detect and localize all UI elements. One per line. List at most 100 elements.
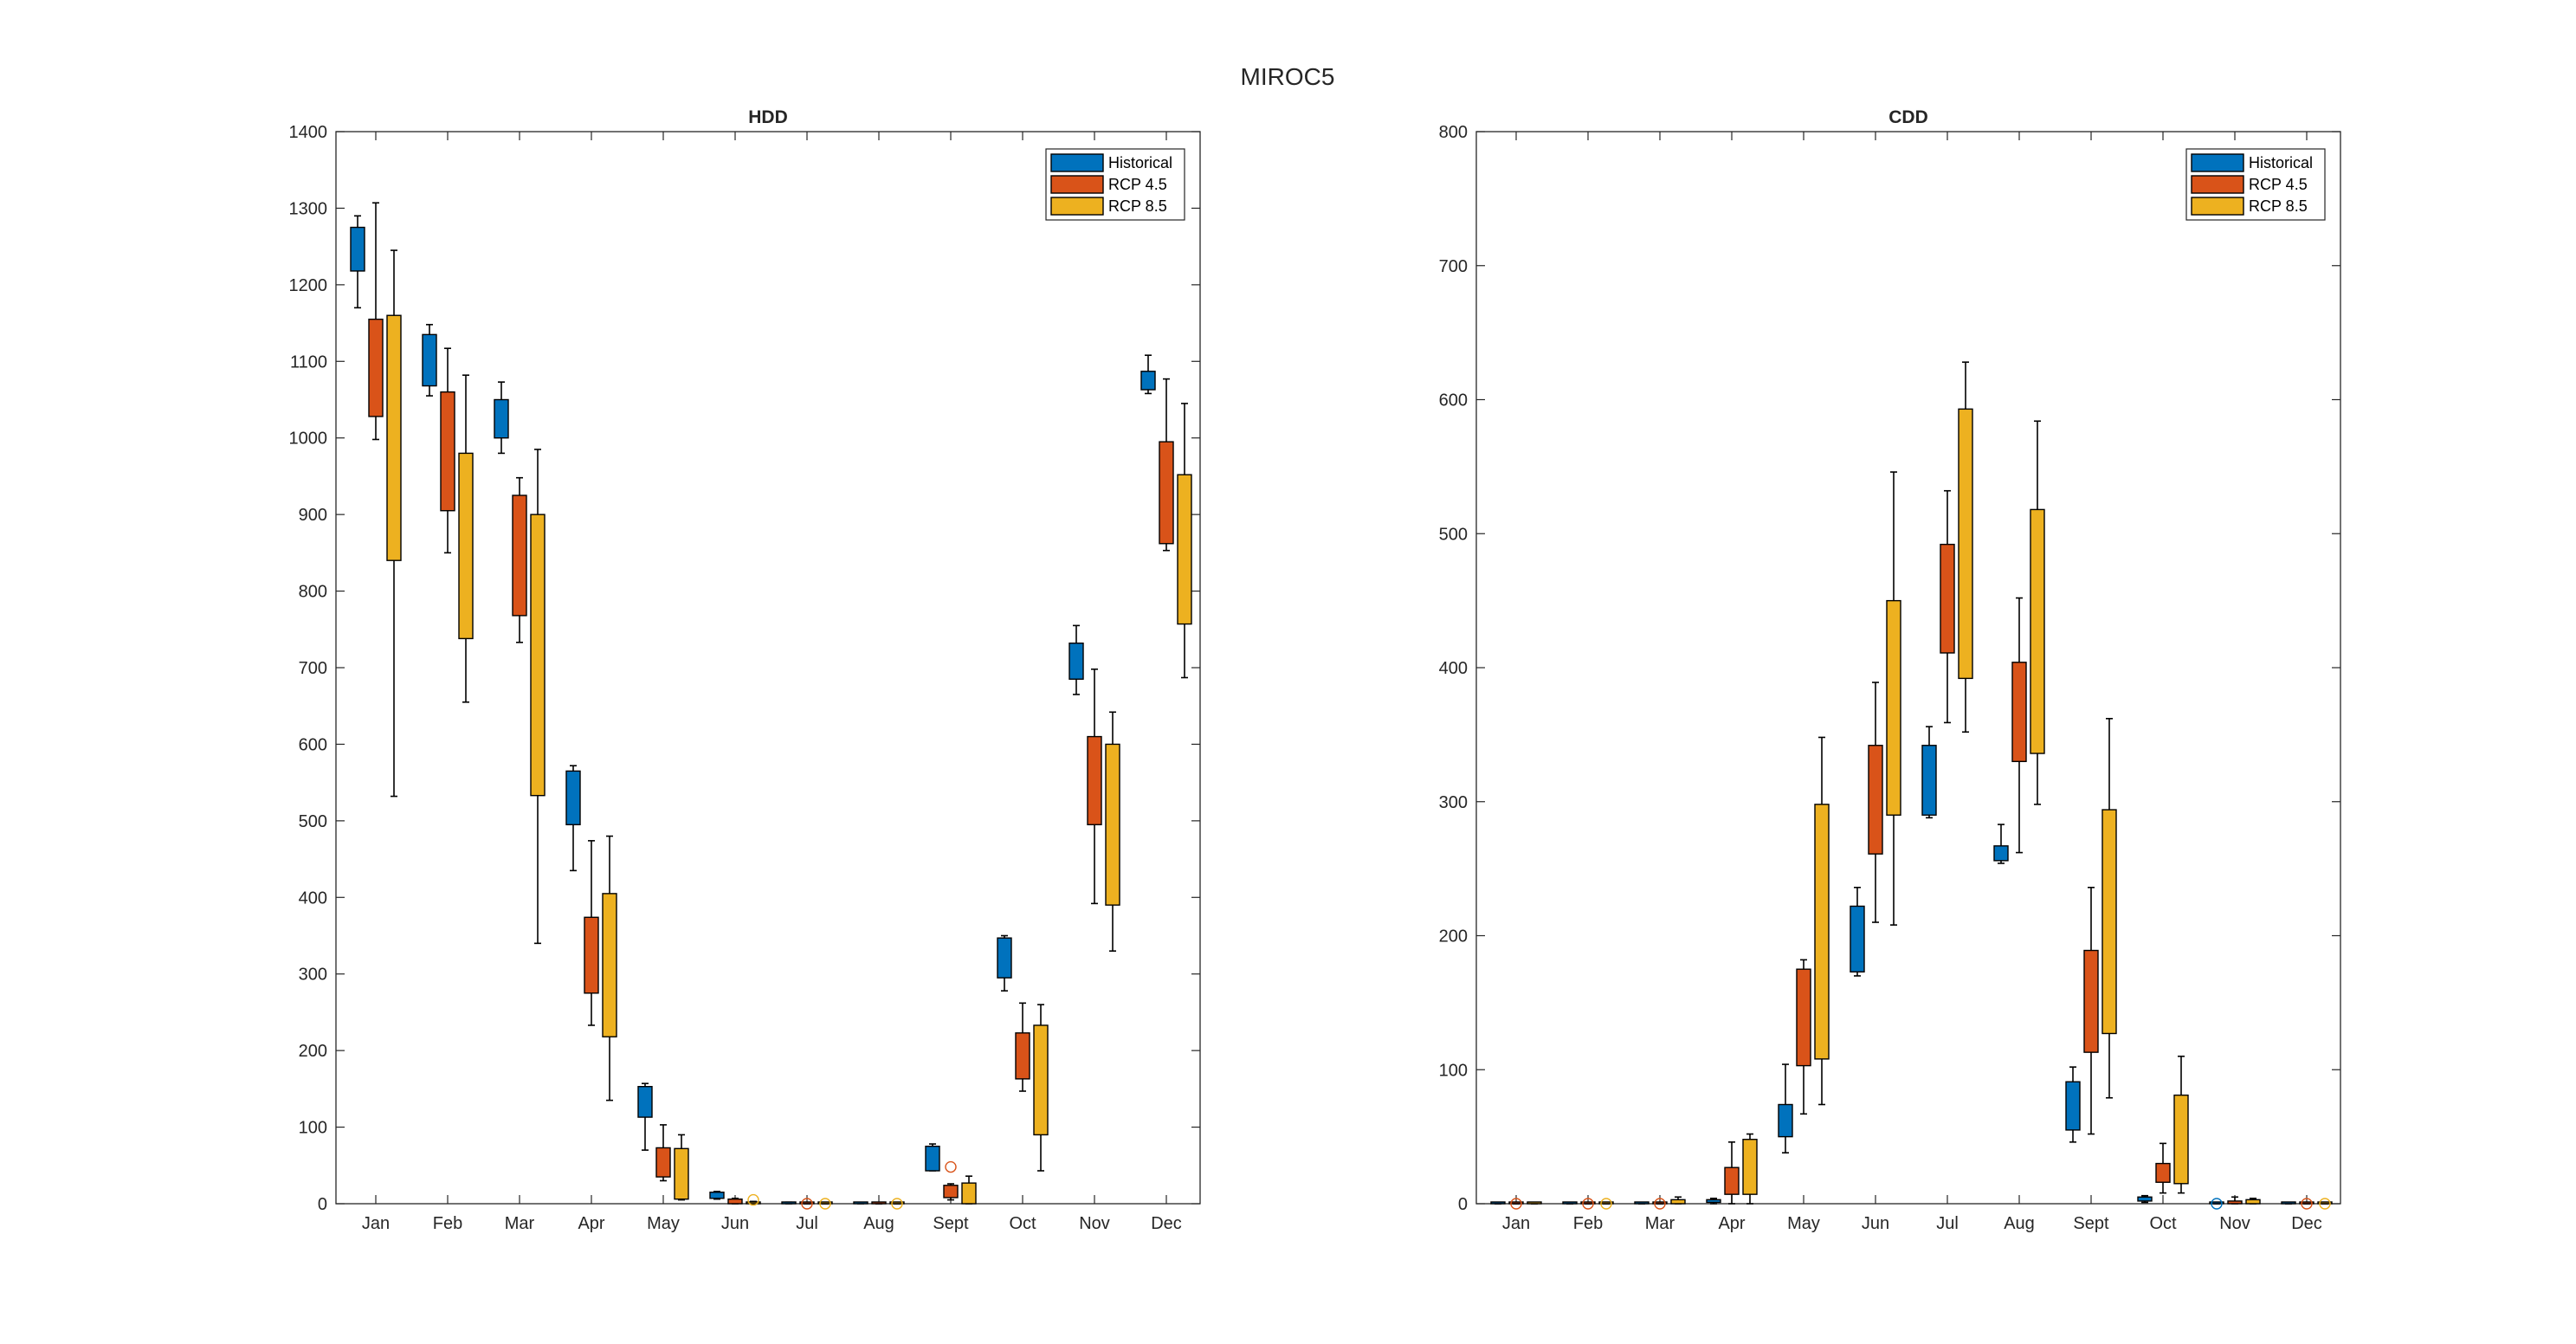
x-tick-label: Jun	[721, 1214, 749, 1233]
x-tick-label: Jul	[1936, 1214, 1959, 1233]
box-rcp-8-5	[2030, 508, 2045, 754]
box-rcp-4-5	[727, 1198, 743, 1205]
y-tick-label: 200	[299, 1042, 327, 1061]
legend-label: Historical	[2249, 154, 2313, 171]
box-rcp-4-5	[1940, 543, 1955, 654]
figure-title: MIROC5	[1241, 63, 1335, 90]
outlier-point	[2301, 1198, 2313, 1210]
box-historical	[2137, 1196, 2153, 1202]
legend: Historical RCP 4.5 RCP 8.5	[1045, 148, 1185, 221]
box-historical	[853, 1201, 868, 1205]
box-historical	[925, 1145, 940, 1172]
box-rcp-8-5	[458, 452, 474, 640]
x-tick-label: Feb	[433, 1214, 462, 1233]
y-tick-label: 100	[1439, 1061, 1468, 1080]
y-tick-label: 1200	[289, 276, 328, 295]
box-historical	[1778, 1103, 1793, 1138]
box-rcp-8-5	[2101, 809, 2117, 1035]
box-rcp-8-5	[1527, 1201, 1542, 1205]
box-rcp-8-5	[530, 514, 546, 797]
x-tick-label: Oct	[2149, 1214, 2177, 1233]
outlier-point	[747, 1193, 759, 1206]
box-rcp-4-5	[943, 1185, 959, 1199]
hdd-panel: HDD 0 100 200 300 400 500 600 700 800 900 1000 1100 1…	[289, 107, 1201, 1233]
box-historical	[1140, 371, 1156, 391]
box-rcp-8-5	[1670, 1199, 1686, 1205]
axis-title: CDD	[1888, 107, 1928, 127]
y-tick-label: 700	[1439, 257, 1468, 276]
box-rcp-8-5	[746, 1201, 761, 1205]
y-tick-label: 500	[1439, 525, 1468, 544]
legend-label: RCP 8.5	[1108, 197, 1167, 215]
box-rcp-8-5	[889, 1201, 905, 1205]
box-rcp-4-5	[2227, 1200, 2243, 1205]
box-rcp-4-5	[1868, 745, 1883, 855]
y-tick-label: 400	[1439, 659, 1468, 678]
outlier-point	[1582, 1198, 1594, 1210]
box-rcp-8-5	[1598, 1201, 1614, 1205]
x-tick-label: Dec	[2291, 1214, 2322, 1233]
legend-swatch	[1050, 175, 1104, 194]
y-tick-label: 0	[318, 1195, 327, 1214]
outlier-point	[801, 1198, 813, 1210]
outlier-point	[1654, 1198, 1666, 1210]
box-historical	[2209, 1201, 2224, 1205]
box-rcp-8-5	[1177, 474, 1192, 625]
box-historical	[997, 937, 1012, 979]
legend-label: Historical	[1108, 154, 1172, 171]
box-rcp-8-5	[674, 1147, 689, 1200]
y-tick-label: 1300	[289, 199, 328, 218]
outlier-point	[2211, 1198, 2223, 1210]
x-tick-label: Aug	[863, 1214, 894, 1233]
box-rcp-4-5	[2299, 1201, 2315, 1205]
x-tick-label: Jul	[796, 1214, 818, 1233]
box-historical	[781, 1201, 797, 1205]
outlier-point	[819, 1198, 831, 1210]
box-historical	[709, 1192, 725, 1199]
box-rcp-8-5	[1033, 1024, 1049, 1136]
box-rcp-4-5	[2155, 1162, 2171, 1183]
box-rcp-4-5	[1159, 441, 1174, 545]
axis-title: HDD	[748, 107, 788, 127]
y-tick-label: 400	[299, 888, 327, 908]
x-tick-label: Mar	[505, 1214, 535, 1233]
box-rcp-8-5	[2173, 1094, 2189, 1185]
y-tick-label: 800	[1439, 123, 1468, 142]
box-historical	[350, 226, 365, 272]
legend-swatch	[2191, 175, 2244, 194]
box-historical	[1706, 1199, 1721, 1204]
legend: Historical RCP 4.5 RCP 8.5	[2185, 148, 2326, 221]
box-rcp-8-5	[1886, 599, 1901, 816]
x-tick-label: Jan	[362, 1214, 390, 1233]
box-rcp-8-5	[1105, 743, 1120, 906]
outlier-point	[2319, 1198, 2331, 1210]
y-tick-label: 0	[1458, 1195, 1468, 1214]
x-tick-label: Apr	[578, 1214, 604, 1233]
y-tick-label: 600	[1439, 391, 1468, 410]
y-tick-label: 200	[1439, 927, 1468, 947]
x-tick-label: Oct	[1009, 1214, 1036, 1233]
outlier-point	[1510, 1198, 1522, 1210]
x-tick-label: Sept	[2073, 1214, 2109, 1233]
box-rcp-8-5	[1814, 804, 1830, 1060]
outlier-point	[891, 1198, 903, 1210]
box-rcp-4-5	[2011, 662, 2027, 763]
cdd-panel: CDD 0 100 200 300 400 500 600 700 800 Jan Feb Mar Apr…	[1439, 107, 2341, 1233]
box-rcp-4-5	[368, 318, 384, 417]
box-rcp-4-5	[440, 391, 455, 512]
legend-label: RCP 4.5	[1108, 176, 1167, 193]
x-tick-label: May	[1787, 1214, 1820, 1233]
legend-label: RCP 4.5	[2249, 176, 2308, 193]
box-historical	[422, 333, 437, 387]
box-historical	[2281, 1201, 2296, 1205]
box-historical	[1562, 1201, 1578, 1205]
box-rcp-4-5	[512, 494, 527, 617]
outlier-point	[1600, 1198, 1612, 1210]
box-historical	[1490, 1201, 1506, 1205]
legend-swatch	[1050, 153, 1104, 172]
box-rcp-4-5	[871, 1201, 887, 1205]
box-rcp-4-5	[1508, 1201, 1524, 1205]
x-tick-label: Jun	[1862, 1214, 1889, 1233]
box-rcp-4-5	[799, 1201, 815, 1205]
